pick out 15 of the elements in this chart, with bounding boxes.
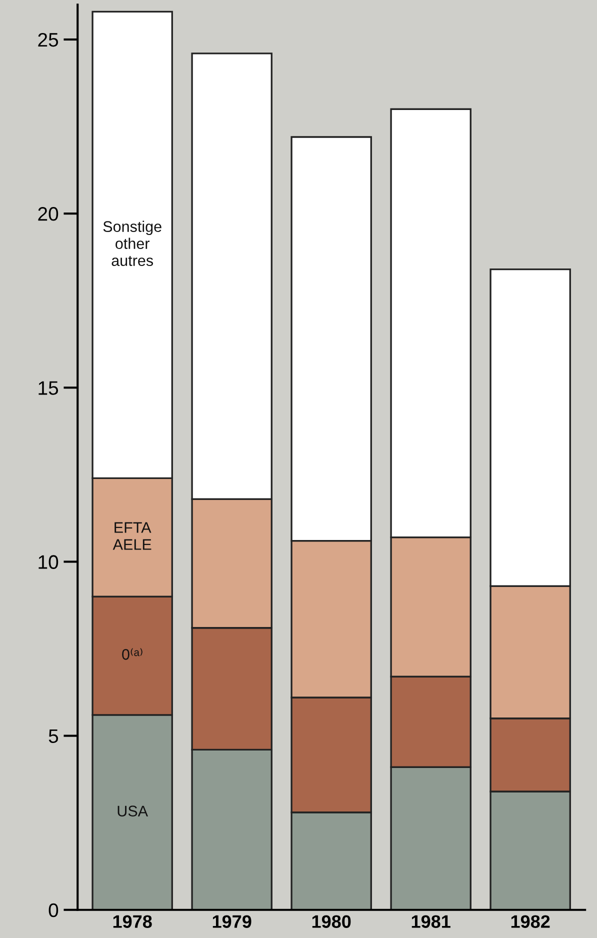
x-tick-label: 1981 (412, 915, 450, 928)
y-tick-label: 5 (48, 729, 58, 744)
series-label: Sonstige other autres (103, 220, 162, 266)
y-tick-label: 25 (38, 32, 58, 47)
y-tick-label: 20 (38, 207, 58, 221)
y-tick-label: 15 (38, 381, 58, 395)
x-tick-label: 1980 (312, 915, 351, 928)
x-tick-label: 1978 (113, 915, 152, 928)
series-label: EFTA AELE (112, 522, 152, 550)
series-label: 0⁽ᵃ⁾ (122, 648, 142, 660)
x-tick-label: 1979 (212, 915, 252, 928)
series-label: USA (118, 806, 148, 816)
y-tick-label: 10 (38, 555, 58, 569)
y-tick-label: 0 (48, 903, 58, 918)
x-tick-label: 1982 (511, 915, 550, 928)
